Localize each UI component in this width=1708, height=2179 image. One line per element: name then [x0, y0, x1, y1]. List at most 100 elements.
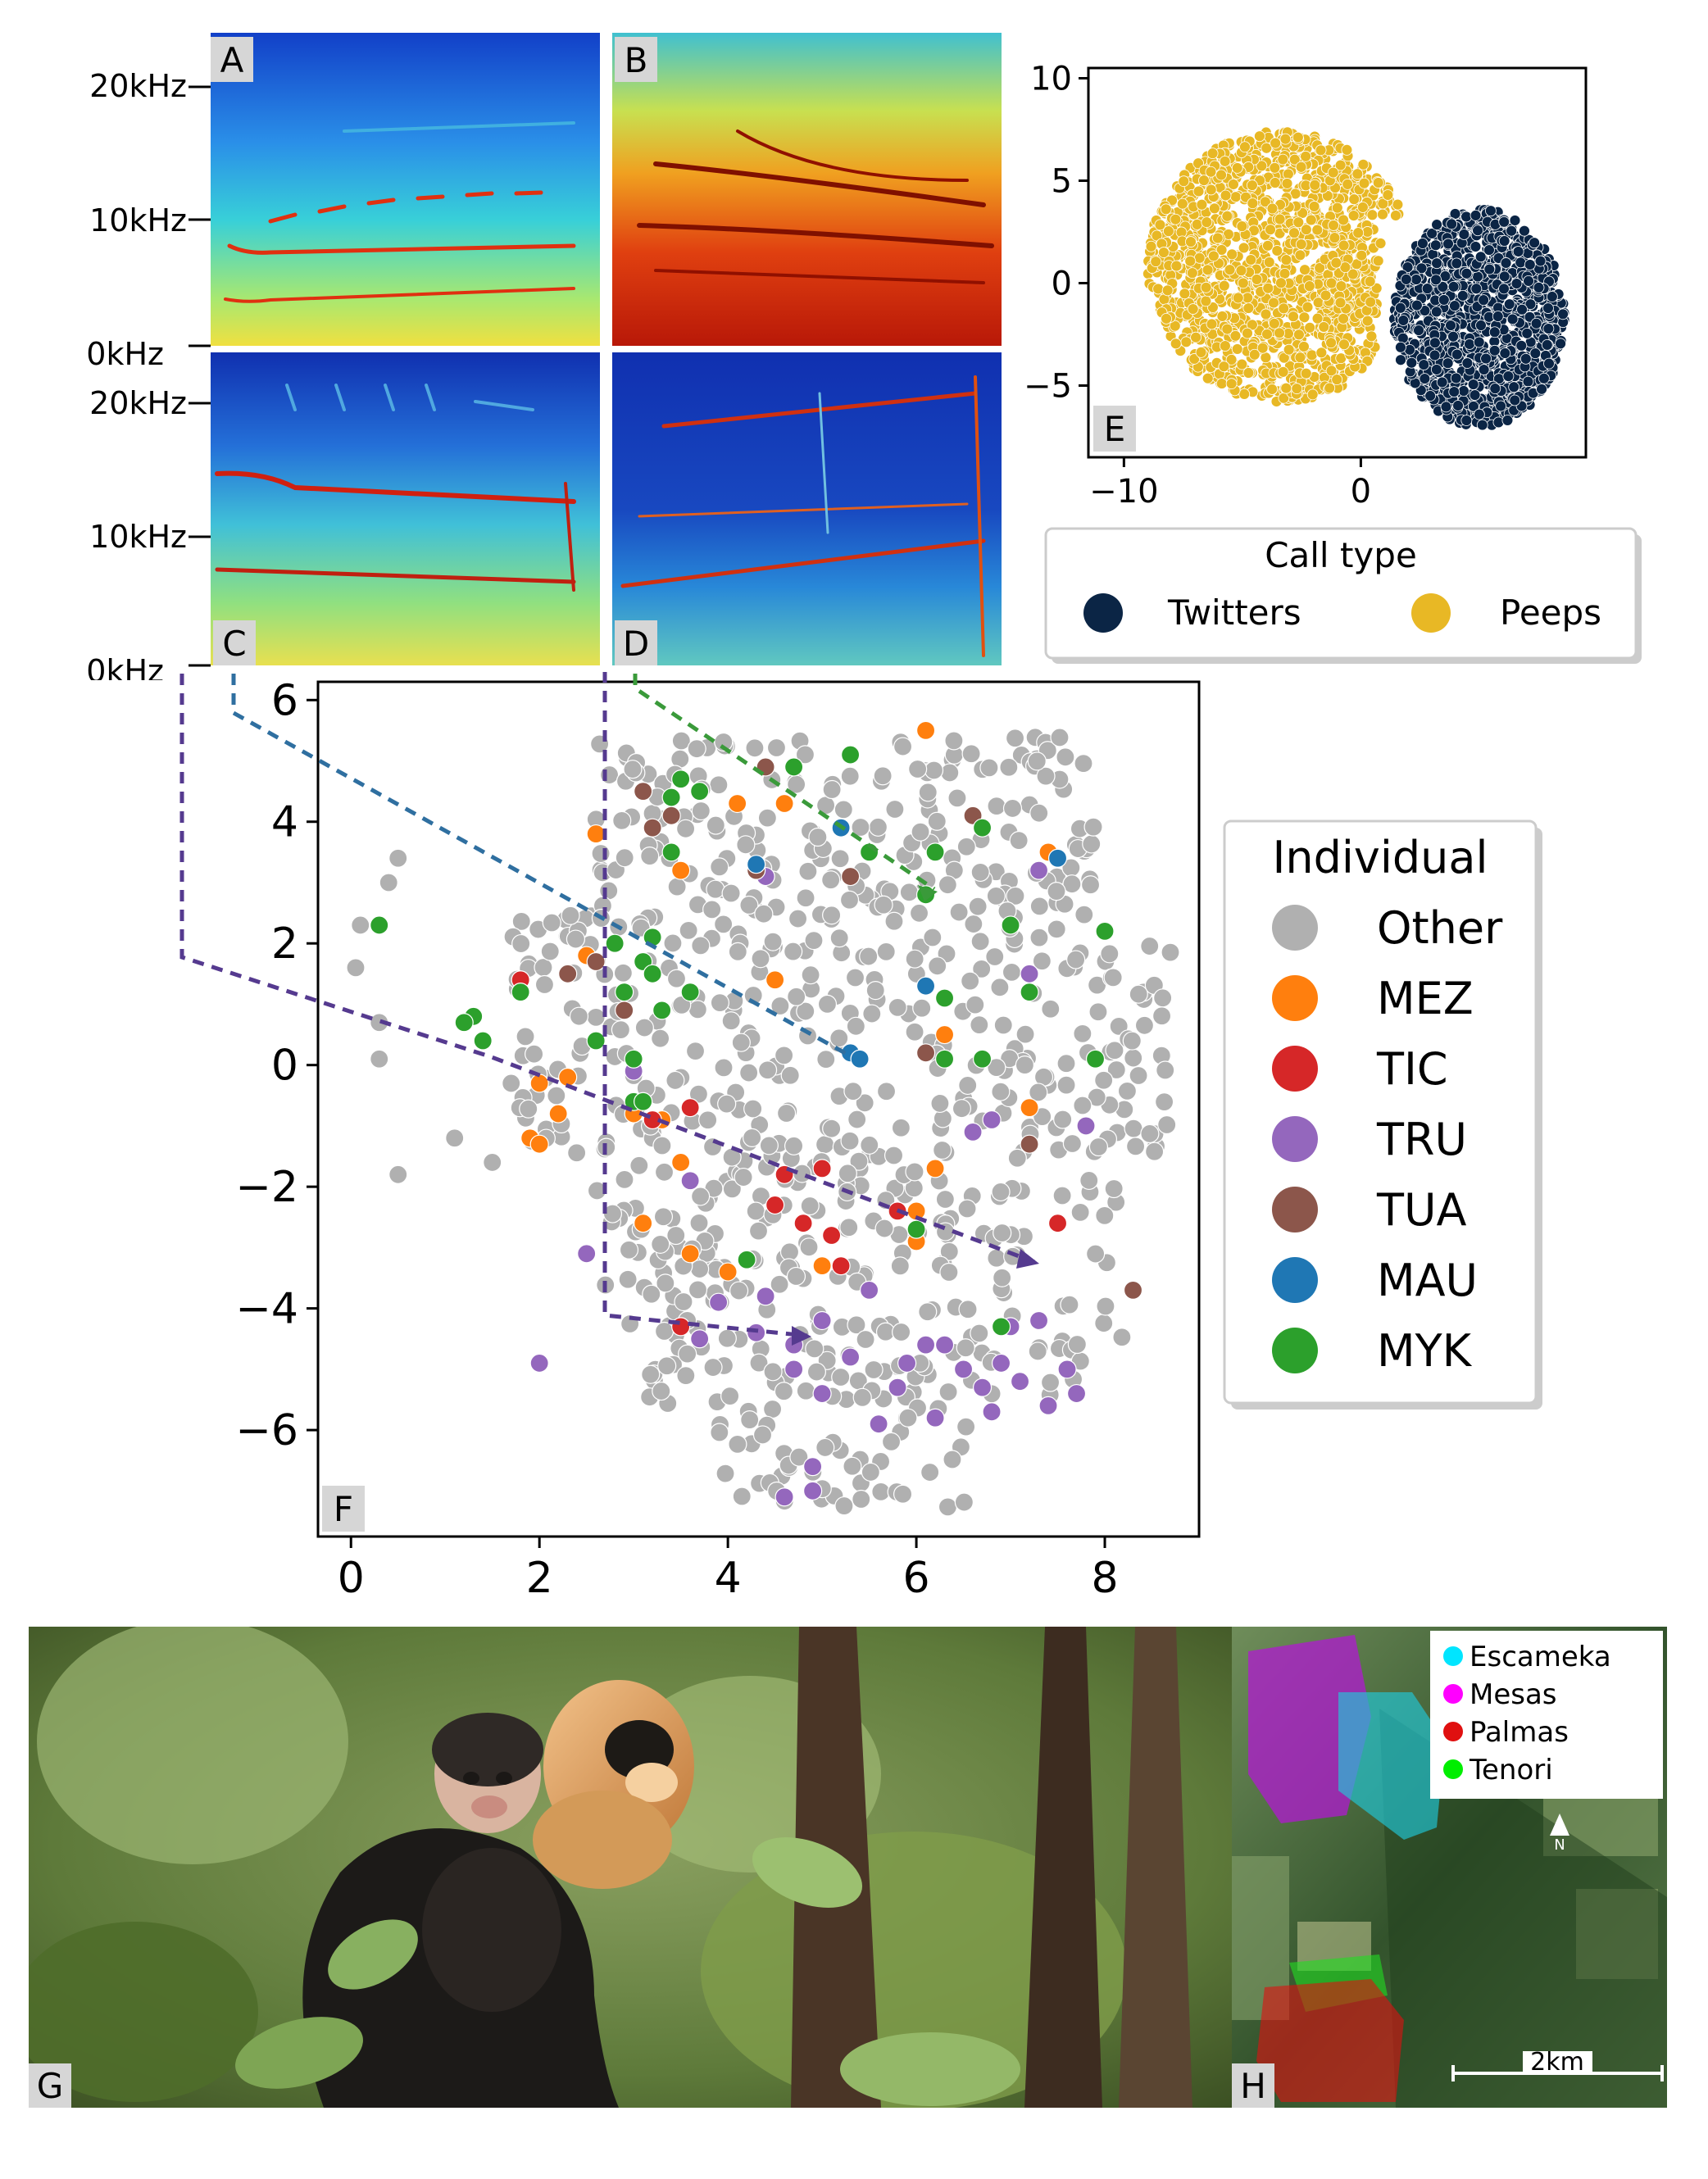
other-point: [905, 949, 924, 969]
other-point: [689, 1259, 710, 1279]
twitters-point: [1498, 235, 1510, 247]
other-point: [702, 900, 722, 919]
twitters-point: [1506, 225, 1518, 237]
other-point: [822, 1119, 842, 1138]
other-point: [843, 1082, 863, 1101]
peeps-point: [1206, 318, 1218, 330]
tru-point: [680, 1171, 700, 1191]
twitters-point: [1536, 383, 1547, 395]
other-point: [1056, 1075, 1076, 1095]
other-point: [1154, 1092, 1174, 1112]
mez-point: [671, 1152, 691, 1173]
twitters-point: [1522, 375, 1534, 388]
mau-point: [1047, 848, 1068, 868]
f-xtick-label: 0: [338, 1554, 365, 1603]
peeps-point: [1325, 277, 1338, 289]
photo-capuchin-monkeys: G: [29, 1627, 1232, 2108]
other-point: [736, 835, 756, 855]
peeps-point: [1358, 177, 1370, 189]
twitters-point: [1524, 298, 1537, 311]
other-point: [935, 1189, 955, 1210]
other-point: [892, 1322, 911, 1342]
peeps-point: [1342, 179, 1354, 190]
peeps-point: [1269, 161, 1281, 174]
other-point: [566, 929, 586, 949]
mez-point: [718, 1262, 738, 1282]
twitters-point: [1419, 373, 1431, 385]
other-point: [1112, 1328, 1132, 1347]
spectrogram-grid: 20kHz 10kHz 0kHz 20kHz 10kHz 0kHz A B C …: [86, 33, 1002, 680]
other-point: [379, 873, 398, 892]
other-point: [991, 1182, 1011, 1202]
other-point: [652, 1136, 672, 1155]
peeps-point: [1324, 382, 1336, 394]
other-point: [834, 800, 853, 819]
peeps-point: [1306, 388, 1319, 401]
twitters-point: [1442, 357, 1454, 370]
other-point: [691, 1187, 711, 1206]
other-point: [1129, 1065, 1148, 1086]
tru-point: [812, 1310, 832, 1331]
peeps-point: [1225, 354, 1238, 365]
other-point: [908, 759, 928, 779]
twitters-point: [1445, 320, 1456, 331]
peeps-point: [1270, 137, 1282, 149]
mau-point: [747, 855, 766, 874]
other-point: [780, 1065, 800, 1085]
other-point: [816, 1049, 836, 1069]
twitters-point: [1502, 370, 1515, 383]
other-point: [851, 817, 870, 838]
peeps-point: [1218, 279, 1230, 292]
legend-title-call-type: Call type: [1265, 535, 1417, 575]
peeps-point: [1215, 169, 1227, 181]
other-point: [729, 1281, 749, 1301]
peeps-point: [1318, 321, 1330, 333]
legend-marker-peeps: [1411, 593, 1451, 633]
other-point: [746, 1201, 765, 1221]
legend-label-other: Other: [1377, 902, 1503, 954]
other-point: [958, 1075, 978, 1096]
other-point: [525, 1044, 544, 1064]
peeps-point: [1292, 131, 1304, 143]
other-point: [567, 1143, 587, 1163]
twitters-point: [1470, 241, 1482, 252]
peeps-point: [1161, 284, 1174, 297]
twitters-point: [1406, 356, 1418, 369]
peeps-point: [1325, 337, 1337, 349]
peeps-point: [1220, 189, 1232, 202]
connector-arrowheads: [792, 885, 1039, 1346]
peeps-point: [1158, 247, 1170, 258]
twitters-point: [1437, 281, 1449, 293]
other-point: [961, 744, 981, 764]
other-point: [800, 1196, 820, 1216]
other-point: [709, 775, 729, 795]
other-point: [993, 1015, 1013, 1035]
peeps-point: [1372, 255, 1384, 267]
twitters-point: [1438, 294, 1450, 306]
other-point: [388, 1164, 408, 1184]
other-point: [634, 1018, 654, 1037]
mez-point: [586, 824, 606, 844]
other-point: [912, 998, 932, 1018]
other-point: [1067, 1334, 1087, 1355]
other-point: [852, 1387, 872, 1407]
peeps-point: [1357, 158, 1370, 170]
peeps-point: [1292, 216, 1305, 229]
twitters-point: [1449, 300, 1460, 312]
peeps-point: [1392, 198, 1404, 211]
other-point: [784, 942, 803, 961]
twitters-point: [1524, 259, 1536, 270]
f-ytick-label: 0: [271, 1042, 298, 1091]
other-point: [1079, 1170, 1099, 1191]
other-point: [586, 1007, 606, 1027]
other-point: [1074, 905, 1094, 924]
other-point: [1056, 1054, 1076, 1074]
other-point: [1140, 1124, 1160, 1144]
peeps-point: [1198, 175, 1210, 187]
other-point: [808, 827, 828, 847]
peeps-point: [1242, 367, 1255, 379]
twitters-point: [1546, 291, 1558, 302]
other-point: [615, 1169, 634, 1190]
other-point: [956, 1417, 976, 1437]
tru-point: [756, 1287, 775, 1306]
